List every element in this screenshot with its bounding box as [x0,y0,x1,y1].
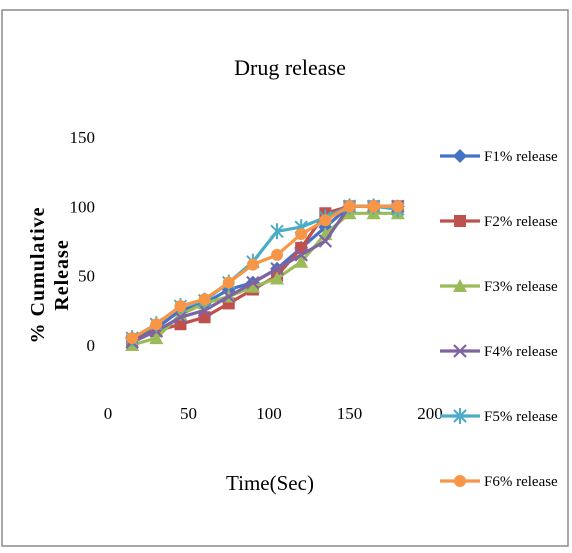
data-point [270,261,284,276]
legend-item: F1% release [440,149,558,165]
legend-item: F2% release [440,214,558,230]
data-point [149,331,164,345]
x-tick-label: 200 [417,404,443,423]
legend: F1% release F2% release F3% release F4% rel… [440,149,558,490]
data-point [126,332,139,345]
data-point [453,149,467,163]
legend-item: F5% release [440,408,558,425]
data-point [294,248,308,262]
data-point [150,318,163,331]
data-point [454,215,466,227]
data-point [454,475,466,487]
legend-label: F4% release [484,344,558,360]
data-point [222,276,235,289]
data-point [173,310,188,325]
y-axis-label-line2: Release [51,239,73,310]
data-point [271,248,284,261]
legend-label: F1% release [484,149,558,165]
legend-label: F6% release [484,474,558,490]
x-tick-label: 100 [256,404,282,423]
legend-label: F3% release [484,279,558,295]
y-axis-label-line1: % Cumulative [27,207,49,344]
data-point [245,279,260,293]
data-point [453,344,467,358]
legend-label: F5% release [484,409,558,425]
y-tick-label: 100 [70,197,96,216]
legend-item: F3% release [440,279,558,295]
chart-border [1,9,569,547]
data-point [453,279,467,292]
data-point [391,200,404,213]
x-tick-label: 150 [337,404,363,423]
data-point [246,275,260,290]
legend-item: F6% release [440,474,558,490]
chart-title: Drug release [234,55,346,80]
y-tick-label: 150 [70,128,96,147]
legend-label: F2% release [484,214,558,230]
data-point [343,200,356,213]
data-point [319,214,332,227]
data-point [270,271,285,285]
series-6 [126,200,404,345]
data-point [295,228,308,241]
x-tick-label: 0 [104,404,113,423]
data-point [318,234,333,248]
data-point [198,293,211,306]
data-point [174,300,187,313]
data-point [197,303,212,318]
data-point [221,289,236,304]
data-point [453,408,467,424]
y-tick-label: 50 [78,267,95,286]
data-point [294,254,309,268]
x-axis-label: Time(Sec) [226,471,314,495]
data-point [246,258,259,271]
x-tick-label: 50 [180,404,197,423]
data-point [367,200,380,213]
data-point [270,223,284,240]
y-tick-label: 0 [87,336,96,355]
legend-item: F4% release [440,344,558,360]
